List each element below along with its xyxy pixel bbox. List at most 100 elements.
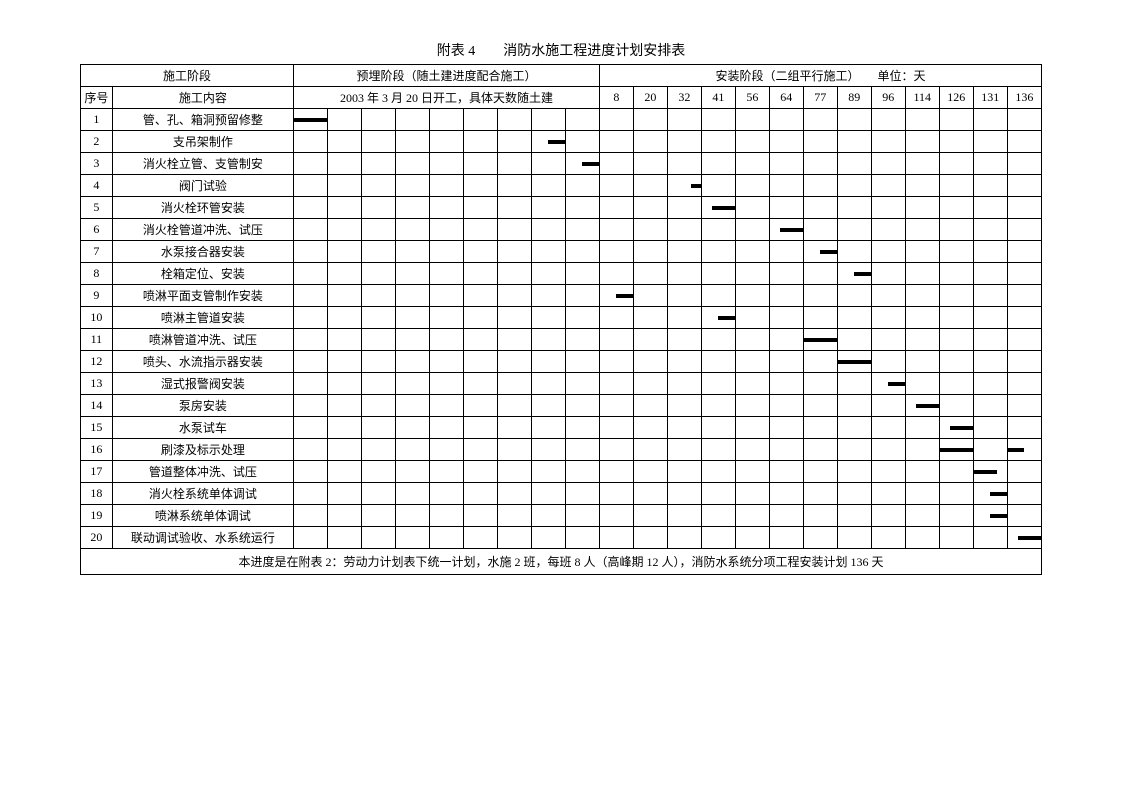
gantt-cell: [803, 373, 837, 395]
gantt-cell: [905, 439, 939, 461]
table-row: 14泵房安装: [81, 395, 1042, 417]
gantt-cell: [667, 505, 701, 527]
gantt-cell: [905, 175, 939, 197]
gantt-cell: [837, 439, 871, 461]
gantt-cell: [497, 351, 531, 373]
gantt-cell: [294, 373, 328, 395]
gantt-cell: [599, 505, 633, 527]
row-seq: 20: [81, 527, 113, 549]
gantt-cell: [735, 285, 769, 307]
gantt-cell: [803, 241, 837, 263]
gantt-cell: [395, 263, 429, 285]
table-title: 附表 4 消防水施工程进度计划安排表: [80, 40, 1042, 60]
gantt-cell: [429, 329, 463, 351]
table-row: 9喷淋平面支管制作安装: [81, 285, 1042, 307]
gantt-cell: [939, 417, 973, 439]
gantt-bar: [582, 162, 599, 166]
gantt-cell: [429, 131, 463, 153]
gantt-cell: [294, 153, 328, 175]
gantt-cell: [837, 417, 871, 439]
gantt-cell: [769, 351, 803, 373]
gantt-cell: [939, 175, 973, 197]
gantt-cell: [463, 241, 497, 263]
gantt-cell: [939, 241, 973, 263]
gantt-cell: [395, 483, 429, 505]
gantt-cell: [701, 483, 735, 505]
gantt-cell: [633, 351, 667, 373]
gantt-cell: [463, 329, 497, 351]
gantt-cell: [497, 329, 531, 351]
row-content: 水泵接合器安装: [112, 241, 293, 263]
gantt-cell: [395, 175, 429, 197]
row-content: 消火栓管道冲洗、试压: [112, 219, 293, 241]
table-row: 4阀门试验: [81, 175, 1042, 197]
gantt-cell: [463, 307, 497, 329]
gantt-cell: [905, 153, 939, 175]
gantt-cell: [531, 505, 565, 527]
seq-header: 序号: [81, 87, 113, 109]
gantt-cell: [871, 439, 905, 461]
gantt-cell: [565, 417, 599, 439]
gantt-cell: [1007, 241, 1041, 263]
gantt-cell: [769, 417, 803, 439]
gantt-cell: [361, 417, 395, 439]
gantt-cell: [667, 307, 701, 329]
gantt-cell: [837, 483, 871, 505]
day-header: 8: [599, 87, 633, 109]
gantt-cell: [837, 505, 871, 527]
row-seq: 11: [81, 329, 113, 351]
gantt-cell: [1007, 219, 1041, 241]
gantt-cell: [294, 197, 328, 219]
gantt-bar: [838, 360, 871, 364]
row-seq: 2: [81, 131, 113, 153]
gantt-cell: [361, 285, 395, 307]
gantt-cell: [361, 351, 395, 373]
gantt-cell: [565, 241, 599, 263]
gantt-bar: [691, 184, 701, 188]
gantt-cell: [667, 263, 701, 285]
gantt-cell: [327, 461, 361, 483]
gantt-bar: [974, 470, 997, 474]
gantt-cell: [633, 439, 667, 461]
gantt-cell: [973, 175, 1007, 197]
row-seq: 7: [81, 241, 113, 263]
day-header: 20: [633, 87, 667, 109]
gantt-cell: [599, 175, 633, 197]
gantt-cell: [871, 527, 905, 549]
gantt-cell: [327, 153, 361, 175]
gantt-bar: [616, 294, 633, 298]
gantt-table: 施工阶段预埋阶段（随土建进度配合施工）安装阶段（二组平行施工） 单位：天序号施工…: [80, 64, 1042, 575]
day-header: 136: [1007, 87, 1041, 109]
gantt-cell: [531, 439, 565, 461]
gantt-cell: [294, 263, 328, 285]
gantt-cell: [395, 153, 429, 175]
gantt-cell: [633, 417, 667, 439]
gantt-cell: [1007, 197, 1041, 219]
table-row: 20联动调试验收、水系统运行: [81, 527, 1042, 549]
gantt-cell: [497, 417, 531, 439]
gantt-cell: [803, 307, 837, 329]
gantt-cell: [667, 417, 701, 439]
gantt-cell: [871, 417, 905, 439]
gantt-cell: [531, 373, 565, 395]
gantt-cell: [294, 505, 328, 527]
gantt-cell: [1007, 175, 1041, 197]
gantt-cell: [294, 307, 328, 329]
gantt-cell: [837, 351, 871, 373]
gantt-cell: [871, 351, 905, 373]
gantt-cell: [667, 483, 701, 505]
gantt-cell: [429, 109, 463, 131]
gantt-cell: [769, 307, 803, 329]
gantt-cell: [395, 351, 429, 373]
gantt-cell: [599, 373, 633, 395]
gantt-cell: [735, 329, 769, 351]
gantt-cell: [497, 527, 531, 549]
gantt-cell: [294, 285, 328, 307]
gantt-cell: [395, 461, 429, 483]
gantt-cell: [294, 241, 328, 263]
gantt-cell: [599, 241, 633, 263]
gantt-bar: [1008, 448, 1025, 452]
gantt-cell: [701, 329, 735, 351]
table-row: 5消火栓环管安装: [81, 197, 1042, 219]
gantt-cell: [803, 527, 837, 549]
